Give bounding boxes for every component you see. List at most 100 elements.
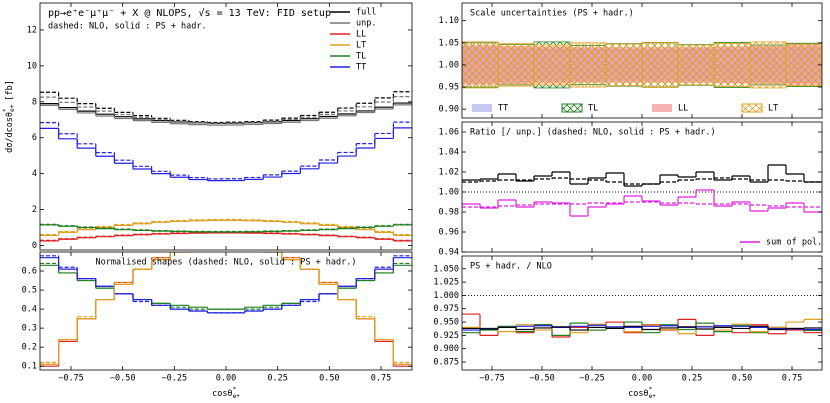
y-tick-label: 0.4: [22, 305, 37, 315]
plot-area: [40, 91, 412, 242]
x-tick-label: 0.75: [782, 374, 802, 384]
y-tick-label: 2: [32, 205, 37, 215]
uncertainty-band: [713, 42, 751, 87]
plot-frame: [461, 255, 823, 371]
legend-label: full: [356, 8, 376, 18]
label-part: e+: [649, 393, 657, 400]
x-tick-label: 0.50: [319, 374, 339, 384]
y-tick-label: 0.5: [22, 286, 37, 296]
y-tick-label: 0.6: [22, 267, 37, 277]
label-part: cosθ: [628, 389, 648, 399]
y-tick-label: 8: [32, 97, 37, 107]
label-part: cosθ: [212, 389, 232, 399]
y-tick-label: 0.925: [433, 331, 459, 341]
panel-title: Ratio [/ unp.] (dashed: NLO, solid : PS …: [470, 128, 716, 138]
y-tick-label: 0.90: [439, 105, 459, 115]
y-tick-label: 0.3: [22, 324, 37, 334]
legend-label: LL: [356, 30, 366, 40]
plot-area: [462, 41, 822, 89]
plot-frame: [461, 121, 823, 253]
uncertainty-band: [497, 43, 535, 87]
y-tick-label: 0.2: [22, 343, 37, 353]
uncertainty-band: [533, 44, 571, 86]
panel: 0.94 0.96 0.98 1.00 1.02 1.04 1.06 Ratio [/ unp…: [439, 121, 823, 258]
panel-title: Scale uncertainties (PS + hadr.): [470, 9, 634, 19]
x-tick-label: −0.50: [110, 374, 136, 384]
y-tick-label: 0.1: [22, 362, 37, 372]
x-tick-label: −0.75: [58, 374, 84, 384]
y-tick-label: 10: [27, 61, 37, 71]
legend-label: TL: [588, 104, 598, 114]
y-tick-label: 0.94: [439, 248, 459, 258]
y-tick-label: 0.98: [439, 208, 459, 218]
legend-label: sum of pol.: [766, 238, 822, 248]
y-tick-label: 0.96: [439, 228, 459, 238]
legend-label: TL: [356, 52, 366, 62]
y-tick-label: 1.05: [439, 38, 459, 48]
y-tick-label: 0.900: [433, 344, 459, 354]
label-part: *: [2, 108, 9, 112]
uncertainty-band: [569, 42, 607, 88]
plot-area: [462, 294, 822, 338]
label-part: [fb]: [5, 80, 15, 100]
legend-swatch: [741, 103, 763, 113]
x-tick-label: −0.25: [162, 374, 188, 384]
panel-subtitle: dashed: NLO, solid : PS + hadr.: [48, 22, 207, 32]
x-tick-label: 0.00: [216, 374, 236, 384]
x-tick-label: 0.75: [371, 374, 391, 384]
panel-title: Normalised shapes (dashed: NLO, solid : …: [96, 258, 357, 268]
y-tick-label: 1.02: [439, 168, 459, 178]
x-tick-label: −0.50: [529, 374, 555, 384]
y-tick-label: 12: [27, 25, 37, 35]
uncertainty-band: [677, 44, 715, 86]
legend-label: unp.: [356, 19, 376, 29]
y-tick-label: 0.875: [433, 358, 459, 368]
label-part: e+: [9, 104, 16, 112]
legend-label: TT: [356, 63, 366, 73]
y-tick-label: 0: [32, 241, 37, 251]
panel-title: PS + hadr. / NLO: [470, 262, 552, 272]
y-tick-label: 1.00: [439, 188, 459, 198]
uncertainty-band: [462, 41, 499, 89]
panel: 0.90 0.95 1.00 1.05 1.10 Scale uncertainties …: [439, 2, 823, 119]
panel: 0.1 0.2 0.3 0.4 0.5 0.6 −0.75 −0.50 −0.25 0.00 0.2…: [22, 251, 413, 400]
y-tick-label: 1.04: [439, 148, 459, 158]
uncertainty-band: [785, 43, 822, 87]
plot-area: [462, 164, 822, 217]
uncertainty-band: [641, 41, 679, 88]
label-part: e+: [233, 393, 241, 400]
y-tick-label: 1.00: [439, 60, 459, 70]
panel-title: pp→e⁺e⁻μ⁺μ⁻ + X @ NLOPS, √s = 13 TeV: FI…: [48, 7, 331, 19]
x-tick-label: 0.50: [732, 374, 752, 384]
x-tick-label: −0.75: [479, 374, 505, 384]
label-part: dσ/dcosθ: [5, 112, 15, 153]
uncertainty-band: [749, 41, 787, 89]
legend-label: LT: [768, 104, 778, 114]
x-tick-label: 0.25: [682, 374, 702, 384]
x-tick-label: 0.00: [632, 374, 652, 384]
legend-label: LT: [356, 41, 366, 51]
x-tick-label: 0.25: [267, 374, 287, 384]
x-tick-label: −0.25: [579, 374, 605, 384]
y-tick-label: 0.95: [439, 83, 459, 93]
legend-label: LL: [678, 104, 688, 114]
y-tick-label: 1.025: [433, 278, 459, 288]
plot-area: [40, 252, 412, 367]
panel: 0.875 0.900 0.925 0.950 0.975 1.000 1.025 1.050…: [433, 255, 823, 400]
axis-label: cosθ* e+: [628, 386, 656, 400]
y-tick-label: 6: [32, 133, 37, 143]
label-part: *: [233, 386, 237, 393]
legend-swatch: [561, 103, 583, 113]
legend-swatch: [652, 104, 672, 112]
y-tick-label: 4: [32, 169, 37, 179]
y-tick-label: 0.950: [433, 318, 459, 328]
y-tick-label: 1.10: [439, 16, 459, 26]
legend-label: TT: [498, 104, 508, 114]
axis-label: dσ/dcosθ*e+ [fb]: [2, 80, 16, 153]
panel: 0 2 4 6 8 10 12 dσ/dcosθ*e+ [fb] pp→e⁺e⁻μ⁺μ⁻ + X …: [2, 2, 413, 251]
label-part: *: [649, 386, 653, 393]
uncertainty-band: [605, 43, 643, 87]
y-tick-label: 1.000: [433, 291, 459, 301]
y-tick-label: 1.050: [433, 264, 459, 274]
